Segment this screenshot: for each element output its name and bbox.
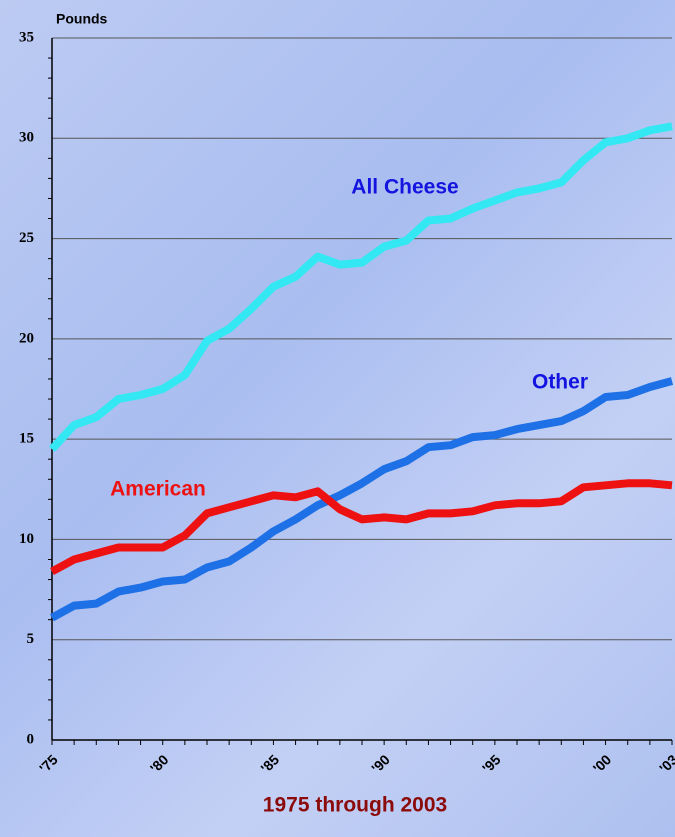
y-tick-label: 25 <box>19 230 34 246</box>
series-label: All Cheese <box>351 176 458 199</box>
x-axis-label: 1975 through 2003 <box>263 794 447 817</box>
y-axis-label: Pounds <box>56 11 108 27</box>
y-tick-label: 0 <box>27 731 35 747</box>
series-line <box>49 122 673 452</box>
x-tick-label: '00 <box>590 751 615 776</box>
x-tick-label: '03 <box>656 751 675 776</box>
x-tick-label: '90 <box>368 751 393 776</box>
series-line <box>50 479 673 576</box>
y-tick-label: 5 <box>27 631 35 647</box>
x-tick-label: '95 <box>479 751 504 776</box>
y-tick-label: 15 <box>19 431 34 447</box>
series-label: American <box>110 478 206 501</box>
series-label: Other <box>532 371 588 394</box>
x-tick-label: '75 <box>36 751 61 776</box>
y-tick-label: 30 <box>19 130 34 146</box>
y-tick-label: 10 <box>19 531 34 547</box>
y-tick-label: 35 <box>19 29 34 45</box>
x-tick-label: '80 <box>147 751 172 776</box>
x-tick-label: '85 <box>257 751 282 776</box>
series-line <box>50 377 674 622</box>
y-tick-label: 20 <box>19 330 34 346</box>
